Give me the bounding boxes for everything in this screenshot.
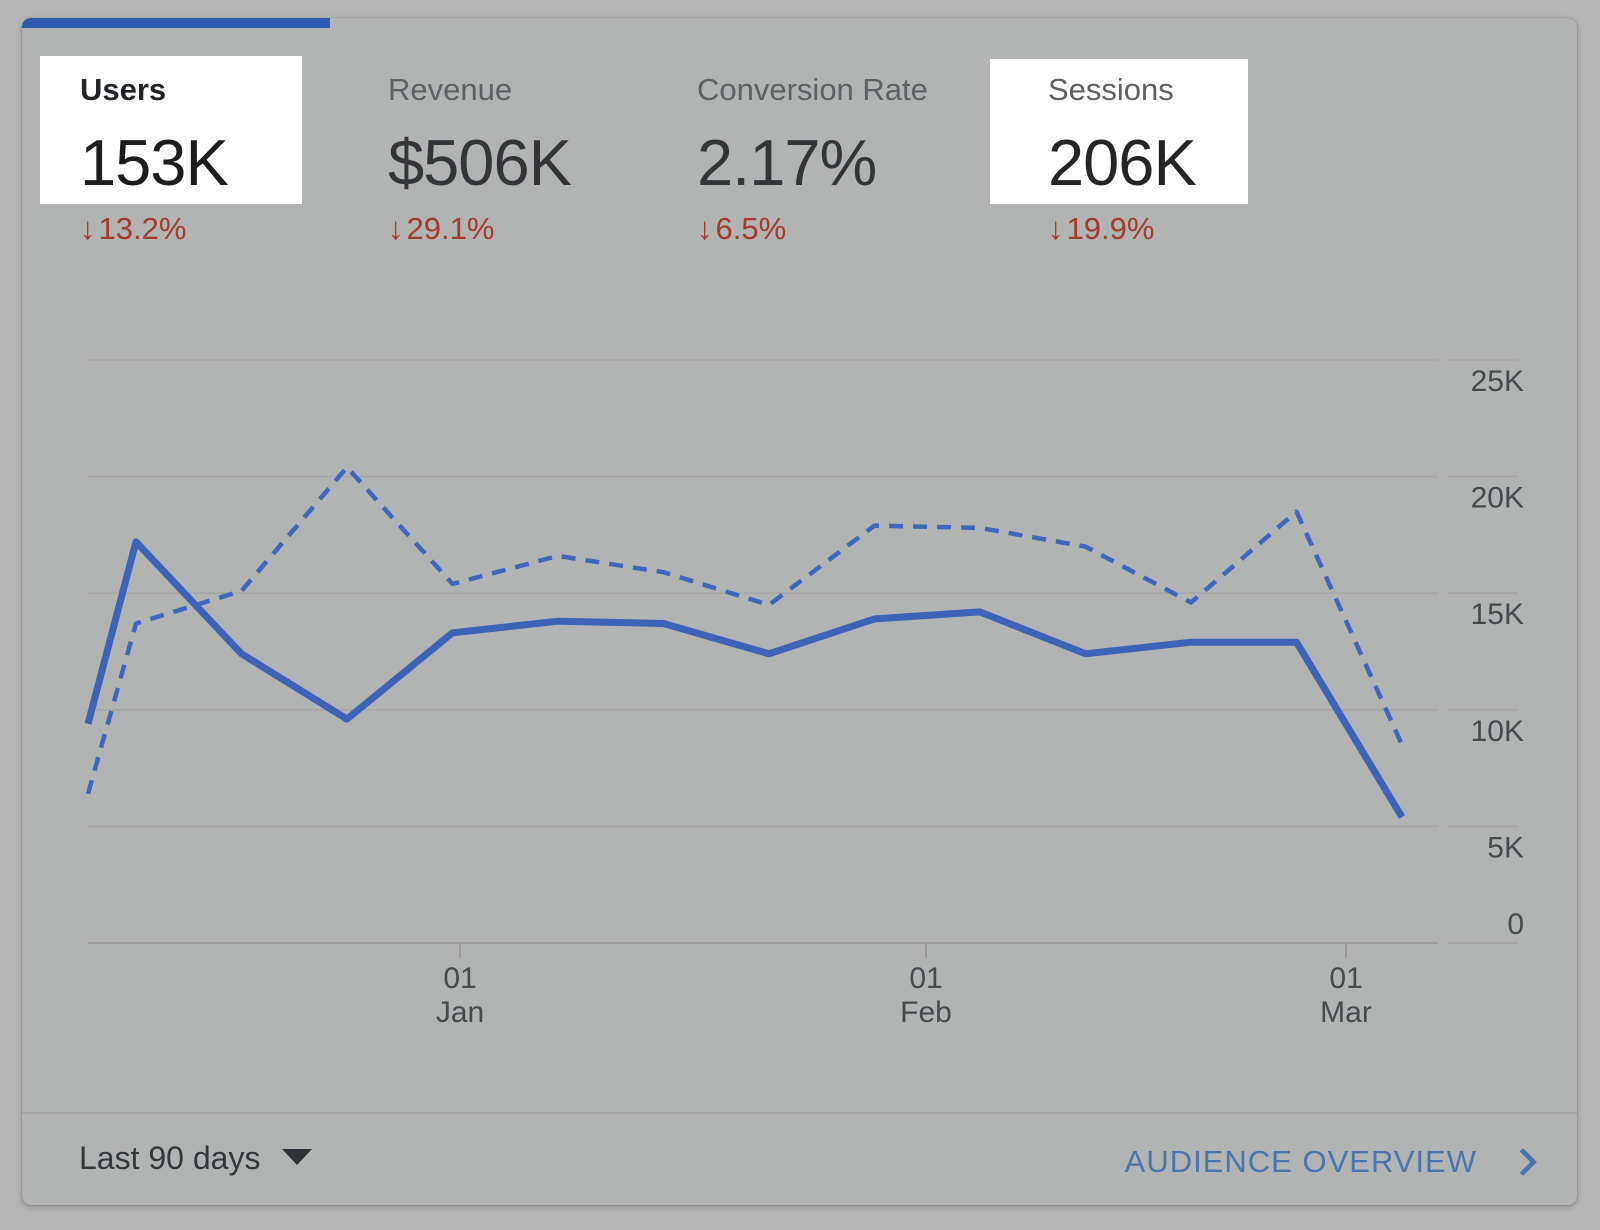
metric-delta: ↓6.5%	[697, 212, 928, 246]
series-line-users	[84, 538, 1405, 819]
y-axis-label: 20K	[1471, 482, 1524, 515]
arrow-down-icon: ↓	[388, 211, 404, 246]
series-line-sessions	[85, 465, 1405, 795]
metric-value: $506K	[388, 126, 572, 199]
selected-tab-indicator	[22, 18, 330, 28]
arrow-down-icon: ↓	[697, 211, 713, 246]
highlight-box-users	[40, 56, 302, 204]
metric-label: Sessions	[1048, 72, 1174, 107]
date-range-label: Last 90 days	[79, 1140, 261, 1176]
y-axis-label: 25K	[1471, 365, 1524, 398]
metric-value: 206K	[1048, 126, 1197, 199]
metric-tab-revenue[interactable]: Revenue $506K ↓29.1%	[388, 72, 572, 246]
highlight-box-sessions	[990, 59, 1248, 204]
metric-delta: ↓29.1%	[388, 212, 571, 246]
metric-delta-value: 13.2%	[98, 211, 187, 246]
y-axis-label: 0	[1507, 908, 1524, 941]
metric-delta: ↓13.2%	[80, 212, 228, 246]
metric-label: Users	[80, 72, 167, 107]
chevron-right-icon	[1508, 1148, 1538, 1177]
metric-delta-value: 6.5%	[715, 211, 787, 246]
metric-tab-sessions[interactable]: Sessions 206K ↓19.9%	[1048, 72, 1197, 246]
overview-line-chart[interactable]: 25K 20K 15K 10K 5K 0 01 Jan 01 Feb 01 Mar	[22, 330, 1578, 1060]
analytics-overview-card: Users 153K ↓13.2% Revenue $506K ↓29.1% C…	[22, 18, 1577, 1205]
card-footer: Last 90 days AUDIENCE OVERVIEW	[22, 1112, 1577, 1205]
x-axis-label-day: 01	[1329, 962, 1362, 995]
metric-label: Revenue	[388, 72, 513, 107]
x-axis-label-month: Mar	[1320, 996, 1372, 1029]
x-axis-label-month: Feb	[900, 996, 952, 1029]
arrow-down-icon: ↓	[1048, 211, 1064, 246]
metric-tab-conversion-rate[interactable]: Conversion Rate 2.17% ↓6.5%	[697, 72, 928, 246]
arrow-down-icon: ↓	[80, 211, 96, 246]
metric-delta: ↓19.9%	[1048, 212, 1196, 246]
metric-value: 2.17%	[697, 126, 877, 199]
audience-overview-label: AUDIENCE OVERVIEW	[1124, 1144, 1477, 1179]
x-axis-label-month: Jan	[436, 996, 484, 1029]
y-axis-label: 5K	[1487, 831, 1524, 864]
date-range-selector[interactable]: Last 90 days	[79, 1140, 313, 1177]
y-axis-label: 15K	[1471, 598, 1524, 631]
x-axis-label-day: 01	[909, 962, 942, 995]
caret-down-icon	[282, 1149, 313, 1165]
metric-value: 153K	[80, 126, 229, 199]
audience-overview-link[interactable]: AUDIENCE OVERVIEW	[1124, 1144, 1538, 1180]
metric-delta-value: 19.9%	[1066, 211, 1155, 246]
metric-delta-value: 29.1%	[406, 211, 495, 246]
x-axis-label-day: 01	[443, 962, 476, 995]
metric-label: Conversion Rate	[697, 72, 928, 107]
y-axis-label: 10K	[1471, 715, 1524, 748]
metric-tab-users[interactable]: Users 153K ↓13.2%	[80, 72, 229, 246]
